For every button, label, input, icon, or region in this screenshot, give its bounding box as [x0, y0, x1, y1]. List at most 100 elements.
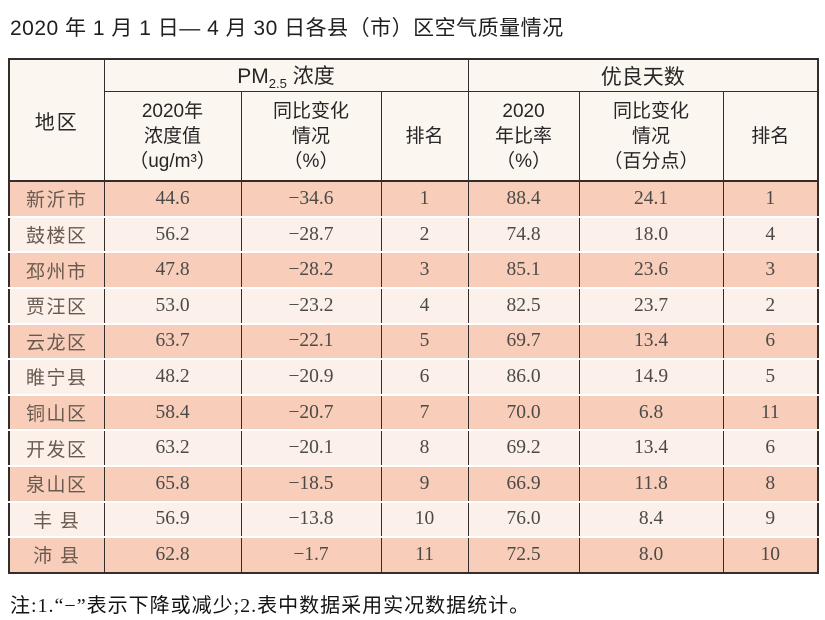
cell-pm-rank: 6 [380, 359, 469, 396]
cell-region: 泉山区 [8, 465, 105, 503]
cell-pm-change: −28.2 [240, 252, 382, 289]
cell-pm-value: 63.7 [103, 323, 242, 361]
cell-region: 丰 县 [8, 501, 105, 539]
cell-good-ratio: 86.0 [467, 359, 580, 396]
table-row: 鼓楼区 56.2 −28.7 2 74.8 18.0 4 [8, 216, 819, 254]
table-row: 泉山区 65.8 −18.5 9 66.9 11.8 8 [8, 465, 819, 503]
table-row: 铜山区 58.4 −20.7 7 70.0 6.8 11 [8, 394, 819, 432]
cell-region: 沛 县 [8, 537, 105, 574]
cell-good-rank: 10 [722, 537, 819, 574]
cell-pm-rank: 2 [380, 216, 469, 254]
cell-pm-change: −34.6 [240, 181, 382, 218]
cell-region: 云龙区 [8, 323, 105, 361]
cell-pm-value: 65.8 [103, 465, 242, 503]
column-header-good-change: 同比变化 情况 （百分点） [578, 91, 724, 183]
cell-good-ratio: 69.2 [467, 430, 580, 467]
cell-good-ratio: 82.5 [467, 287, 580, 325]
cell-pm-value: 53.0 [103, 287, 242, 325]
column-header-good-ratio: 2020 年比率 （%） [467, 91, 580, 183]
table-row: 开发区 63.2 −20.1 8 69.2 13.4 6 [8, 430, 819, 467]
cell-region: 贾汪区 [8, 287, 105, 325]
table-row: 新沂市 44.6 −34.6 1 88.4 24.1 1 [8, 181, 819, 218]
cell-pm-value: 44.6 [103, 181, 242, 218]
table-row: 云龙区 63.7 −22.1 5 69.7 13.4 6 [8, 323, 819, 361]
cell-good-rank: 5 [722, 359, 819, 396]
cell-pm-rank: 5 [380, 323, 469, 361]
pm25-suffix: 浓度 [286, 65, 335, 88]
cell-good-ratio: 72.5 [467, 537, 580, 574]
cell-pm-change: −23.2 [240, 287, 382, 325]
cell-good-change: 23.7 [578, 287, 724, 325]
cell-pm-value: 48.2 [103, 359, 242, 396]
group-header-row: 地区 PM2.5 浓度 优良天数 [8, 59, 819, 183]
cell-pm-change: −13.8 [240, 501, 382, 539]
cell-region: 邳州市 [8, 252, 105, 289]
cell-good-rank: 11 [722, 394, 819, 432]
cell-good-ratio: 66.9 [467, 465, 580, 503]
air-quality-table: 地区 PM2.5 浓度 优良天数 2020年 浓度值 （ug/m³） 同比变化 … [8, 58, 820, 574]
cell-pm-value: 47.8 [103, 252, 242, 289]
column-header-pm-change: 同比变化 情况 （%） [240, 91, 382, 183]
cell-region: 新沂市 [8, 181, 105, 218]
cell-region: 睢宁县 [8, 359, 105, 396]
table-row: 邳州市 47.8 −28.2 3 85.1 23.6 3 [8, 252, 819, 289]
cell-good-ratio: 88.4 [467, 181, 580, 218]
table-body: 新沂市 44.6 −34.6 1 88.4 24.1 1 鼓楼区 56.2 −28.7 2 74.8 1… [8, 181, 819, 574]
column-header-good-rank: 排名 [722, 91, 819, 183]
cell-good-rank: 1 [722, 181, 819, 218]
cell-pm-change: −28.7 [240, 216, 382, 254]
table-row: 贾汪区 53.0 −23.2 4 82.5 23.7 2 [8, 287, 819, 325]
cell-pm-value: 63.2 [103, 430, 242, 467]
cell-good-rank: 6 [722, 323, 819, 361]
cell-pm-value: 56.2 [103, 216, 242, 254]
cell-good-rank: 9 [722, 501, 819, 539]
cell-pm-rank: 11 [380, 537, 469, 574]
cell-pm-change: −20.9 [240, 359, 382, 396]
cell-good-change: 11.8 [578, 465, 724, 503]
table-row: 丰 县 56.9 −13.8 10 76.0 8.4 9 [8, 501, 819, 539]
cell-pm-rank: 8 [380, 430, 469, 467]
cell-good-rank: 2 [722, 287, 819, 325]
cell-good-ratio: 76.0 [467, 501, 580, 539]
cell-good-change: 24.1 [578, 181, 724, 218]
cell-pm-rank: 4 [380, 287, 469, 325]
cell-good-rank: 4 [722, 216, 819, 254]
cell-good-rank: 3 [722, 252, 819, 289]
cell-pm-change: −18.5 [240, 465, 382, 503]
cell-good-change: 14.9 [578, 359, 724, 396]
cell-pm-change: −20.7 [240, 394, 382, 432]
column-header-region: 地区 [8, 59, 105, 183]
cell-pm-rank: 9 [380, 465, 469, 503]
cell-pm-change: −22.1 [240, 323, 382, 361]
cell-pm-value: 56.9 [103, 501, 242, 539]
cell-good-rank: 6 [722, 430, 819, 467]
cell-pm-change: −20.1 [240, 430, 382, 467]
footnote: 注:1.“−”表示下降或减少;2.表中数据采用实况数据统计。 [10, 594, 531, 617]
cell-good-change: 23.6 [578, 252, 724, 289]
page-title: 2020 年 1 月 1 日— 4 月 30 日各县（市）区空气质量情况 [10, 17, 564, 40]
cell-pm-rank: 1 [380, 181, 469, 218]
pm25-prefix: PM [237, 65, 269, 88]
table-header: 地区 PM2.5 浓度 优良天数 2020年 浓度值 （ug/m³） 同比变化 … [8, 59, 819, 183]
column-header-pm-value: 2020年 浓度值 （ug/m³） [103, 91, 242, 183]
cell-good-change: 18.0 [578, 216, 724, 254]
sub-header-row: 2020年 浓度值 （ug/m³） 同比变化 情况 （%） 排名 2020 年比… [9, 91, 819, 183]
cell-good-change: 8.0 [578, 537, 724, 574]
cell-good-change: 13.4 [578, 323, 724, 361]
column-header-pm-rank: 排名 [380, 91, 469, 183]
cell-region: 鼓楼区 [8, 216, 105, 254]
cell-good-ratio: 74.8 [467, 216, 580, 254]
cell-pm-value: 62.8 [103, 537, 242, 574]
cell-pm-value: 58.4 [103, 394, 242, 432]
group-header-pm25: PM2.5 浓度 [103, 59, 469, 93]
cell-pm-rank: 3 [380, 252, 469, 289]
cell-good-rank: 8 [722, 465, 819, 503]
cell-pm-change: −1.7 [240, 537, 382, 574]
table-row: 沛 县 62.8 −1.7 11 72.5 8.0 10 [8, 537, 819, 574]
cell-pm-rank: 10 [380, 501, 469, 539]
cell-good-ratio: 70.0 [467, 394, 580, 432]
cell-good-ratio: 69.7 [467, 323, 580, 361]
cell-good-change: 13.4 [578, 430, 724, 467]
cell-good-change: 6.8 [578, 394, 724, 432]
